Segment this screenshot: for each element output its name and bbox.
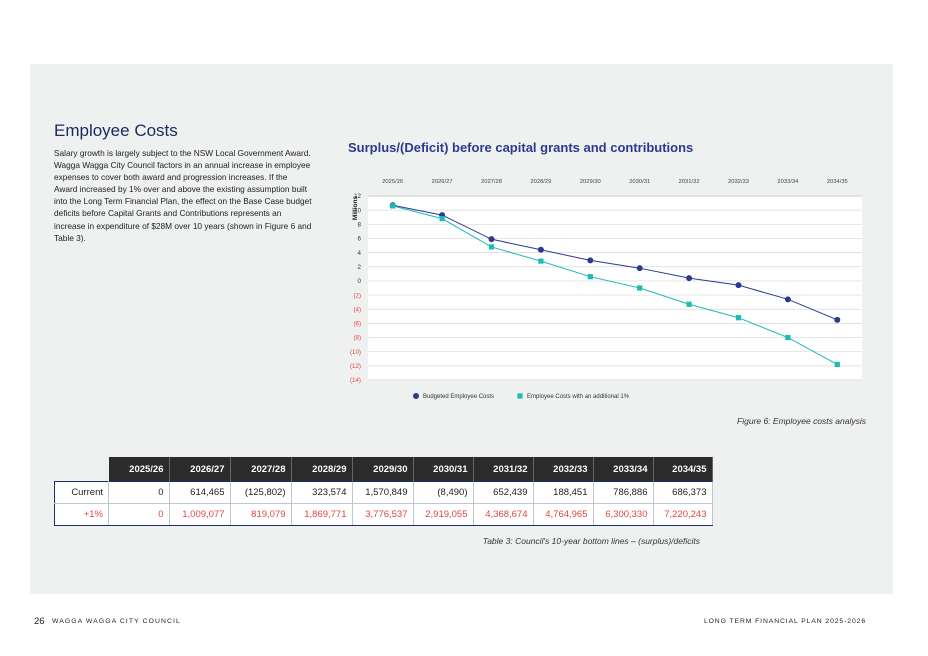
data-point xyxy=(538,258,544,264)
y-tick-label: (2) xyxy=(353,292,361,299)
data-point xyxy=(637,285,643,291)
y-tick-label: (10) xyxy=(350,349,361,356)
table-cell: 4,368,674 xyxy=(473,503,534,526)
table-header-cell: 2031/32 xyxy=(473,457,534,482)
x-tick-label: 2030/31 xyxy=(629,179,650,185)
table-cell: 323,574 xyxy=(291,481,353,504)
y-tick-label: 6 xyxy=(358,236,362,243)
x-tick-label: 2025/26 xyxy=(382,179,403,185)
table-cell: 686,373 xyxy=(653,481,713,504)
y-tick-label: 8 xyxy=(358,222,362,229)
table-cell: 188,451 xyxy=(533,481,594,504)
x-tick-label: 2028/29 xyxy=(530,179,551,185)
data-point xyxy=(686,275,693,282)
bottom-lines-table: 2025/26 2026/27 2027/28 2028/29 2029/30 … xyxy=(54,457,713,526)
data-point xyxy=(686,301,692,307)
series-line xyxy=(392,204,838,321)
table-cell: 6,300,330 xyxy=(593,503,654,526)
y-tick-label: (12) xyxy=(350,363,361,370)
table-header-cell: 2028/29 xyxy=(291,457,353,482)
table-cell: 652,439 xyxy=(473,481,534,504)
plot-area xyxy=(368,196,862,380)
table-header-cell: 2034/35 xyxy=(653,457,713,482)
data-point xyxy=(587,274,593,280)
y-axis-label: Millions xyxy=(352,196,359,221)
table-header-cell: 2026/27 xyxy=(169,457,231,482)
data-point xyxy=(735,282,742,289)
data-point xyxy=(834,316,841,323)
y-tick-label: (6) xyxy=(353,321,361,328)
table-cell: 614,465 xyxy=(169,481,231,504)
data-point xyxy=(784,296,791,303)
table-header-cell: 2033/34 xyxy=(593,457,654,482)
data-point xyxy=(785,334,791,341)
data-point xyxy=(439,216,445,222)
data-point xyxy=(735,315,742,321)
x-tick-label: 2027/28 xyxy=(481,179,502,185)
series-line xyxy=(392,205,838,365)
table-cell: 4,764,965 xyxy=(533,503,594,526)
x-tick-label: 2031/32 xyxy=(679,179,700,185)
x-tick-label: 2033/34 xyxy=(777,179,799,185)
legend-label: Budgeted Employee Costs xyxy=(423,394,494,400)
page-number: 26 xyxy=(34,616,45,627)
x-tick-label: 2029/30 xyxy=(580,179,601,185)
row-label: +1% xyxy=(54,503,109,526)
table-header-cell: 2029/30 xyxy=(352,457,414,482)
section-body-text: Salary growth is largely subject to the … xyxy=(54,148,312,243)
table-cell: 819,079 xyxy=(230,503,292,526)
table-cell: 1,009,077 xyxy=(169,503,231,526)
data-point xyxy=(834,361,840,368)
chart-title: Surplus/(Deficit) before capital grants … xyxy=(348,140,694,155)
table-header-cell: 2027/28 xyxy=(230,457,292,482)
data-point xyxy=(636,265,643,272)
data-point xyxy=(390,203,396,209)
table-cell: (8,490) xyxy=(413,481,474,504)
legend-marker xyxy=(413,393,419,399)
table-cell: 1,869,771 xyxy=(291,503,353,526)
table-cell: (125,802) xyxy=(230,481,292,504)
y-tick-label: (4) xyxy=(353,306,361,313)
data-point xyxy=(488,236,495,243)
footer-organization: WAGGA WAGGA CITY COUNCIL xyxy=(52,618,181,625)
table-header-cell: 2032/33 xyxy=(533,457,594,482)
legend-marker xyxy=(517,393,523,399)
table-cell: 3,776,537 xyxy=(352,503,414,526)
table-row: +1% 0 1,009,077 819,079 1,869,771 3,776,… xyxy=(54,503,713,526)
footer-document-title: LONG TERM FINANCIAL PLAN 2025-2026 xyxy=(703,618,866,625)
y-tick-label: 10 xyxy=(354,207,361,214)
table-header-cell: 2025/26 xyxy=(108,457,170,482)
table-caption: Table 3: Council's 10-year bottom lines … xyxy=(482,536,700,546)
table-cell: 0 xyxy=(108,481,170,504)
data-point xyxy=(587,257,594,264)
section-title: Employee Costs xyxy=(54,121,178,140)
y-tick-label: 4 xyxy=(358,250,362,257)
y-tick-label: 2 xyxy=(358,264,362,271)
line-chart: 12 10 8 6 4 2 0 (2) (4) (6) (8) (10) (12) (14) 2025/26… xyxy=(350,179,862,400)
x-tick-label: 2026/27 xyxy=(432,179,453,185)
data-point xyxy=(488,244,495,250)
x-tick-label: 2034/35 xyxy=(827,179,848,185)
x-tick-label: 2032/33 xyxy=(728,179,749,185)
table-header-cell: 2030/31 xyxy=(413,457,474,482)
y-tick-label: 12 xyxy=(354,193,361,200)
table-header-row: 2025/26 2026/27 2027/28 2028/29 2029/30 … xyxy=(55,457,713,482)
table-corner-cell xyxy=(55,457,109,482)
y-tick-label: (8) xyxy=(353,335,361,342)
legend-label: Employee Costs with an additional 1% xyxy=(527,394,630,400)
row-label: Current xyxy=(54,481,109,504)
table-row: Current 0 614,465 (125,802) 323,574 1,57… xyxy=(54,481,713,504)
figure-caption: Figure 6: Employee costs analysis xyxy=(737,416,866,426)
y-tick-label: (14) xyxy=(350,377,361,384)
y-tick-label: 0 xyxy=(358,278,362,285)
table-cell: 2,919,055 xyxy=(413,503,474,526)
data-point xyxy=(537,246,544,253)
table-cell: 1,570,849 xyxy=(352,481,414,504)
table-cell: 7,220,243 xyxy=(653,503,713,526)
table-cell: 0 xyxy=(108,503,170,526)
table-cell: 786,886 xyxy=(593,481,654,504)
